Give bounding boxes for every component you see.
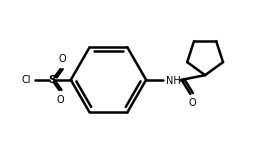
Text: O: O bbox=[56, 95, 64, 105]
Text: S: S bbox=[48, 75, 56, 85]
Text: NH: NH bbox=[166, 76, 180, 86]
Text: O: O bbox=[188, 98, 196, 108]
Text: O: O bbox=[58, 54, 66, 65]
Text: Cl: Cl bbox=[21, 75, 31, 85]
